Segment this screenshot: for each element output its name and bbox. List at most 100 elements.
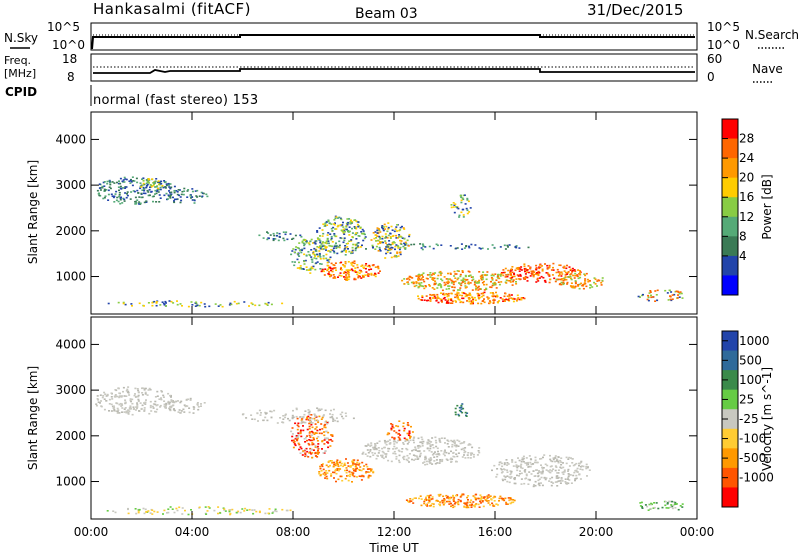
power-echo-cell bbox=[486, 296, 489, 298]
power-echo-cell bbox=[130, 303, 133, 305]
power-echo-cell bbox=[329, 269, 332, 272]
power-echo-cell bbox=[385, 225, 388, 228]
velocity-echo-cell bbox=[411, 498, 414, 501]
velocity-echo-cell bbox=[311, 431, 314, 434]
velocity-echo-cell bbox=[407, 441, 410, 443]
power-echo-cell bbox=[125, 186, 128, 188]
power-echo-cell bbox=[450, 206, 453, 209]
power-echo-cell bbox=[194, 305, 197, 307]
velocity-echo-cell bbox=[586, 475, 588, 477]
velocity-echo-cell bbox=[116, 412, 119, 414]
power-echo-cell bbox=[148, 194, 151, 196]
velocity-echo-cell bbox=[491, 469, 493, 472]
velocity-echo-cell bbox=[646, 505, 649, 508]
power-echo-cell bbox=[150, 190, 153, 193]
velocity-echo-cell bbox=[471, 446, 474, 449]
power-echo-cell bbox=[403, 238, 406, 240]
velocity-echo-cell bbox=[369, 449, 372, 451]
power-echo-cell bbox=[319, 241, 322, 244]
power-echo-cell bbox=[569, 275, 572, 278]
velocity-colorbar-tick-label: 25 bbox=[739, 392, 754, 406]
velocity-echo-cell bbox=[173, 408, 175, 410]
velocity-echo-cell bbox=[394, 447, 397, 450]
power-echo-cell bbox=[344, 271, 347, 274]
velocity-echo-cell bbox=[154, 403, 157, 406]
velocity-echo-cell bbox=[453, 439, 456, 442]
power-echo-cell bbox=[221, 305, 224, 308]
power-echo-cell bbox=[516, 298, 519, 301]
power-echo-cell bbox=[519, 278, 522, 281]
power-echo-cell bbox=[175, 198, 178, 201]
velocity-echo-cell bbox=[353, 463, 356, 465]
velocity-echo-cell bbox=[398, 420, 401, 422]
power-echo-cell bbox=[376, 235, 379, 237]
power-echo-cell bbox=[449, 302, 452, 304]
velocity-echo-cell bbox=[447, 500, 450, 503]
power-echo-cell bbox=[146, 185, 148, 187]
velocity-echo-cell bbox=[438, 453, 440, 455]
nsearch-tick-bottom: 10^0 bbox=[707, 38, 740, 52]
velocity-echo-cell bbox=[122, 390, 124, 393]
power-echo-cell bbox=[396, 245, 399, 247]
velocity-echo-cell bbox=[570, 482, 573, 484]
power-echo-cell bbox=[151, 301, 154, 304]
power-echo-cell bbox=[461, 280, 464, 283]
velocity-echo-cell bbox=[552, 482, 555, 484]
power-echo-cell bbox=[464, 295, 467, 298]
power-echo-cell bbox=[510, 273, 512, 275]
power-echo-cell bbox=[676, 297, 679, 299]
power-echo-cell bbox=[647, 299, 650, 302]
power-echo-cell bbox=[202, 192, 205, 195]
velocity-echo-cell bbox=[360, 469, 363, 472]
velocity-echo-cell bbox=[127, 512, 130, 515]
velocity-echo-cell bbox=[509, 498, 512, 500]
power-echo-cell bbox=[522, 277, 525, 279]
power-echo-cell bbox=[329, 245, 332, 247]
velocity-echo-cell bbox=[296, 428, 299, 431]
power-echo-cell bbox=[470, 243, 473, 246]
velocity-echo-cell bbox=[537, 483, 540, 486]
power-echo-cell bbox=[133, 190, 136, 193]
velocity-echo-cell bbox=[141, 387, 144, 389]
velocity-echo-cell bbox=[317, 449, 319, 452]
power-echo-cell bbox=[142, 177, 145, 179]
velocity-echo-cell bbox=[483, 496, 486, 498]
power-echo-cell bbox=[459, 275, 462, 278]
power-echo-cell bbox=[472, 298, 475, 301]
velocity-echo-cell bbox=[648, 503, 651, 506]
velocity-echo-cell bbox=[319, 428, 321, 431]
velocity-echo-cell bbox=[474, 504, 477, 506]
power-echo-cell bbox=[319, 256, 322, 258]
velocity-echo-cell bbox=[149, 406, 152, 409]
station-title: Hankasalmi (fitACF) bbox=[93, 0, 251, 18]
power-echo-cell bbox=[433, 282, 436, 285]
velocity-echo-cell bbox=[395, 455, 398, 458]
velocity-echo-cell bbox=[148, 412, 151, 415]
power-echo-cell bbox=[384, 228, 387, 230]
velocity-echo-cell bbox=[351, 464, 354, 467]
velocity-echo-cell bbox=[127, 413, 130, 415]
power-echo-cell bbox=[543, 280, 546, 282]
velocity-echo-cell bbox=[144, 403, 147, 405]
power-echo-cell bbox=[324, 245, 327, 248]
power-echo-cell bbox=[478, 271, 481, 273]
velocity-echo-cell bbox=[520, 466, 522, 469]
velocity-echo-cell bbox=[322, 414, 325, 416]
power-echo-cell bbox=[149, 186, 151, 189]
velocity-echo-cell bbox=[472, 495, 475, 497]
power-echo-cell bbox=[676, 290, 679, 293]
velocity-echo-cell bbox=[162, 394, 165, 397]
power-echo-cell bbox=[421, 295, 424, 297]
power-echo-cell bbox=[508, 300, 511, 302]
power-echo-cell bbox=[156, 181, 159, 184]
power-echo-cell bbox=[206, 195, 209, 198]
velocity-echo-cell bbox=[467, 452, 470, 454]
power-echo-cell bbox=[274, 238, 277, 240]
power-echo-cell bbox=[107, 199, 110, 201]
power-echo-cell bbox=[526, 271, 528, 273]
power-echo-cell bbox=[524, 267, 527, 270]
velocity-echo-cell bbox=[411, 431, 414, 433]
velocity-echo-cell bbox=[325, 437, 328, 439]
power-echo-cell bbox=[669, 298, 672, 301]
